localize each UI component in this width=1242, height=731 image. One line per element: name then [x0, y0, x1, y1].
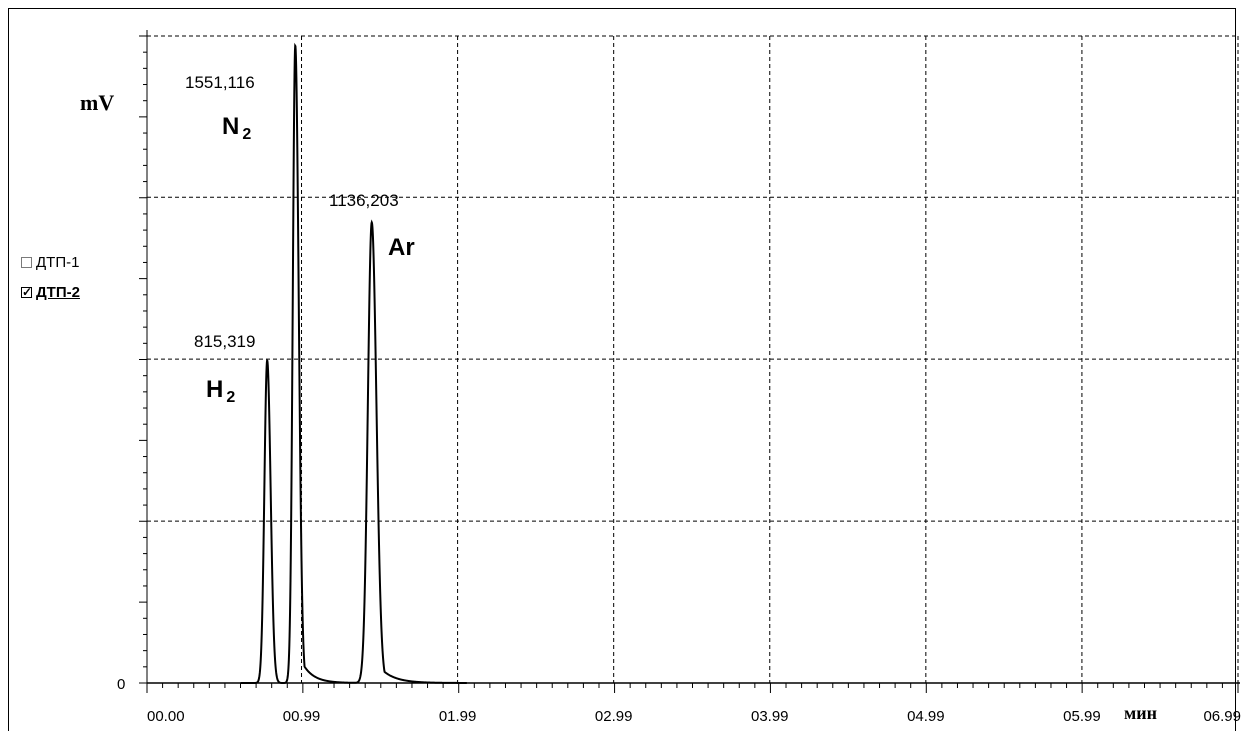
legend-item-dtp1[interactable]: ДТП-1 — [21, 254, 79, 271]
peak-value-label: 1136,203 — [329, 191, 399, 210]
y-axis-label: mV — [80, 90, 114, 115]
peak-value-label: 815,319 — [194, 332, 255, 351]
x-tick-label: 06.99 — [1203, 708, 1241, 725]
axes: 00.00 00.99 01.99 02.99 03.99 04.99 05.99 06.99 — [139, 30, 1241, 725]
x-tick-label: 02.99 — [595, 708, 633, 725]
checkbox[interactable] — [21, 257, 32, 268]
legend-label: ДТП-2 — [36, 284, 80, 301]
peak-name-label: Ar — [388, 234, 415, 261]
x-tick-label: 01.99 — [439, 708, 477, 725]
legend-item-dtp2[interactable]: ✓ ДТП-2 — [21, 284, 80, 301]
y-tick-label: 0 — [117, 676, 125, 693]
x-axis-label: мин — [1124, 703, 1157, 723]
x-tick-label: 03.99 — [751, 708, 789, 725]
x-tick-label: 00.00 — [147, 708, 185, 725]
series-line-dtp2 — [240, 42, 467, 684]
x-tick-label: 00.99 — [283, 708, 321, 725]
grid — [147, 35, 1239, 683]
checkbox[interactable]: ✓ — [21, 285, 33, 299]
legend-label: ДТП-1 — [36, 254, 80, 271]
peak-value-label: 1551,116 — [185, 73, 255, 92]
x-tick-label: 05.99 — [1063, 708, 1101, 725]
x-tick-label: 04.99 — [907, 708, 945, 725]
trace — [240, 42, 467, 684]
chart-frame — [8, 8, 1236, 731]
